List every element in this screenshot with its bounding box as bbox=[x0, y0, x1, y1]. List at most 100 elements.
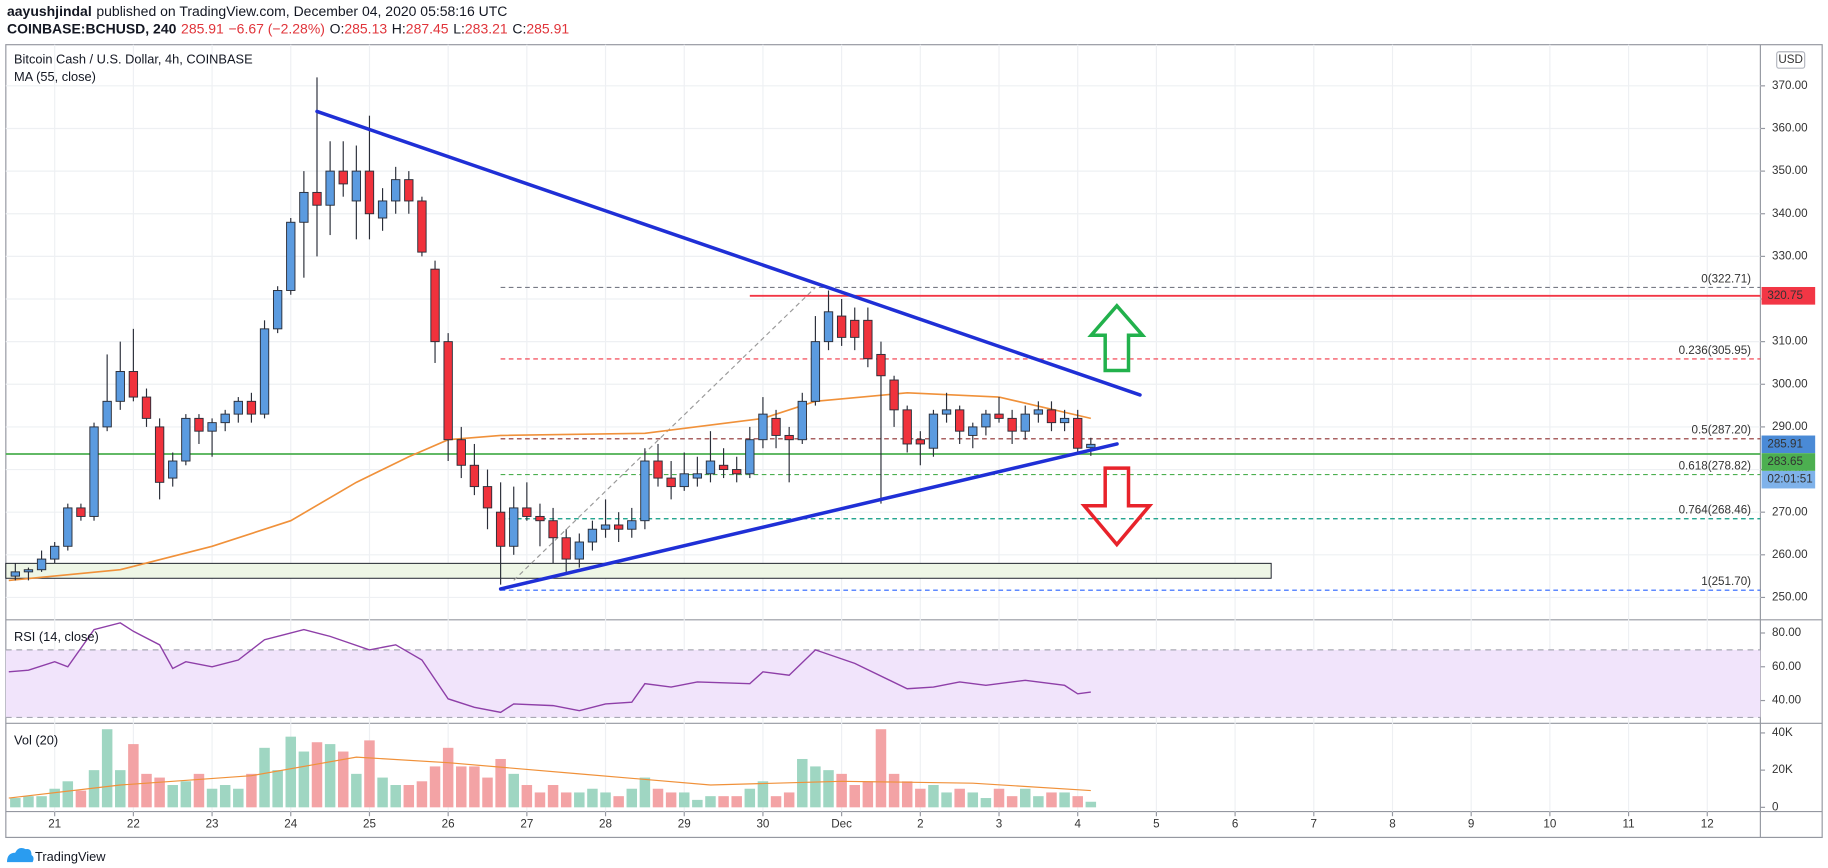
volume-bar bbox=[836, 773, 847, 808]
price-tag: 283.65 bbox=[1767, 455, 1803, 468]
symbol-title: Bitcoin Cash / U.S. Dollar, 4h, COINBASE bbox=[14, 51, 253, 66]
volume-bar bbox=[705, 796, 716, 808]
volume-bar bbox=[560, 792, 572, 808]
volume-bar bbox=[259, 747, 270, 808]
volume-bar bbox=[534, 792, 546, 808]
countdown-tag-bg bbox=[1761, 470, 1816, 489]
x-tick-label: 5 bbox=[1153, 818, 1160, 831]
y-tick-label: 350.00 bbox=[1772, 164, 1808, 177]
last-price-tag-bg bbox=[1761, 435, 1816, 454]
candle-body bbox=[115, 371, 125, 402]
volume-bar bbox=[351, 773, 362, 808]
price-tag-bg bbox=[1761, 453, 1816, 471]
logo-icon bbox=[6, 848, 34, 863]
volume-bar bbox=[1006, 796, 1018, 808]
candle-body bbox=[745, 439, 755, 475]
up-arrow bbox=[1087, 303, 1147, 373]
volume-bar bbox=[141, 773, 152, 808]
plot: 21 22 23 24 25 26 27 28 29 30 Dec 2 3 4 5 6 7 8 9 10 11 12250… bbox=[5, 44, 1816, 831]
fib-label: 0.5(287.20) bbox=[1692, 424, 1752, 437]
volume-bar bbox=[469, 766, 480, 808]
fib-label: 0.764(268.46) bbox=[1679, 504, 1752, 517]
volume-bar bbox=[128, 744, 139, 808]
candle-body bbox=[955, 409, 965, 432]
candle-body bbox=[653, 460, 663, 479]
volume-bar bbox=[783, 792, 795, 808]
y-tick-label: 370.00 bbox=[1772, 79, 1808, 92]
y-tick-label: 270.00 bbox=[1772, 505, 1808, 518]
x-tick-label: 29 bbox=[678, 818, 691, 831]
candle-body bbox=[850, 319, 860, 338]
high: 287.45 bbox=[406, 20, 449, 36]
candle-body bbox=[10, 571, 21, 577]
fib-label: 0(322.71) bbox=[1701, 272, 1751, 285]
candle-body bbox=[220, 413, 230, 424]
candle-body bbox=[417, 200, 427, 253]
volume-title: Vol (20) bbox=[14, 732, 58, 747]
candle-body bbox=[863, 319, 873, 360]
rsi-title: RSI (14, close) bbox=[14, 629, 99, 644]
volume-bar bbox=[49, 788, 60, 808]
candle-body bbox=[36, 558, 47, 571]
volume-bar bbox=[311, 742, 323, 808]
x-tick-label: 24 bbox=[284, 818, 297, 831]
trendline bbox=[498, 442, 1119, 591]
volume-bar bbox=[429, 766, 441, 808]
change: −6.67 (−2.28%) bbox=[229, 20, 325, 36]
volume-bar bbox=[639, 777, 651, 808]
candle-body bbox=[994, 413, 1004, 419]
volume-bar bbox=[272, 770, 283, 808]
candle-body bbox=[941, 409, 952, 415]
candle-body bbox=[141, 396, 152, 419]
volume-bar bbox=[180, 781, 192, 808]
x-tick-label: 21 bbox=[48, 818, 61, 831]
candle-body bbox=[640, 460, 650, 522]
candle-body bbox=[613, 524, 624, 530]
x-tick-label: 8 bbox=[1389, 818, 1395, 831]
candle-body bbox=[810, 341, 821, 402]
close: 285.91 bbox=[526, 20, 569, 36]
y-tick-label: 80.00 bbox=[1772, 626, 1802, 639]
fib-label: 0.236(305.95) bbox=[1679, 344, 1752, 357]
x-tick-label: 23 bbox=[206, 818, 219, 831]
volume-bar bbox=[1046, 792, 1057, 808]
candle-body bbox=[902, 409, 912, 445]
volume-bar bbox=[810, 766, 821, 808]
volume-bar bbox=[744, 788, 756, 808]
fib-label: 0.618(278.82) bbox=[1679, 459, 1752, 472]
y-tick-label: 260.00 bbox=[1772, 548, 1808, 561]
candle-body bbox=[1059, 417, 1070, 424]
volume-bar bbox=[23, 796, 34, 808]
volume-bar bbox=[613, 796, 624, 808]
candle-body bbox=[627, 520, 637, 530]
volume-bar bbox=[298, 751, 310, 808]
candle-body bbox=[181, 417, 191, 462]
y-tick-label: 330.00 bbox=[1772, 249, 1808, 262]
y-tick-label: 40.00 bbox=[1772, 694, 1802, 707]
y-tick-label: 290.00 bbox=[1772, 420, 1808, 433]
volume-bar bbox=[823, 770, 834, 808]
candle-body bbox=[600, 524, 611, 530]
volume-bar bbox=[115, 770, 126, 808]
candle-body bbox=[154, 426, 165, 483]
candle-body bbox=[1046, 409, 1057, 424]
low: 283.21 bbox=[465, 20, 508, 36]
volume-bar bbox=[508, 773, 519, 808]
open: 285.13 bbox=[344, 20, 387, 36]
candle-body bbox=[915, 439, 925, 445]
x-tick-label: 9 bbox=[1468, 818, 1474, 831]
volume-bar bbox=[1033, 796, 1044, 808]
candle-body bbox=[233, 400, 243, 415]
rsi-line bbox=[8, 622, 1091, 714]
candle-body bbox=[561, 537, 571, 560]
y-tick-label: 250.00 bbox=[1772, 591, 1808, 604]
y-tick-label: 60.00 bbox=[1772, 660, 1802, 673]
candle-body bbox=[1007, 417, 1017, 432]
volume-bar bbox=[757, 781, 769, 808]
volume-bar bbox=[770, 796, 782, 808]
volume-bar bbox=[324, 744, 336, 808]
candle-body bbox=[299, 191, 309, 223]
candle-body bbox=[338, 170, 348, 185]
candle-body bbox=[1020, 413, 1030, 432]
